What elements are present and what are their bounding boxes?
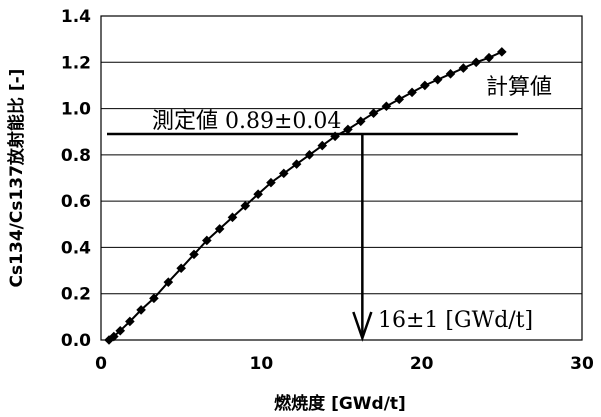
marker-0-16 — [291, 159, 302, 169]
marker-0-23 — [381, 101, 392, 112]
marker-0-3 — [125, 316, 135, 327]
marker-0-10 — [214, 224, 225, 234]
marker-0-21 — [355, 116, 366, 127]
marker-0-29 — [458, 63, 469, 73]
y-tick-label-5: 1.0 — [61, 100, 91, 120]
marker-0-11 — [227, 212, 238, 223]
x-tick-labels: 0 10 20 30 — [95, 354, 594, 374]
marker-0-4 — [136, 305, 146, 315]
marker-0-26 — [420, 80, 430, 91]
arrow-group — [352, 134, 373, 342]
measured-label: 測定値 0.89±0.04 — [152, 109, 341, 134]
marker-0-20 — [343, 124, 353, 135]
marker-0-5 — [149, 293, 159, 304]
x-axis-label: 燃焼度 [GWd/t] — [274, 393, 406, 414]
y-tick-label-3: 0.6 — [61, 192, 91, 212]
marker-0-8 — [189, 249, 199, 260]
y-tick-label-2: 0.4 — [61, 238, 91, 258]
marker-0-15 — [278, 168, 289, 179]
marker-0-27 — [432, 74, 443, 85]
y-tick-label-7: 1.4 — [61, 7, 91, 27]
y-tick-label-1: 0.2 — [61, 285, 91, 305]
arrow-head — [352, 311, 373, 342]
marker-0-7 — [176, 263, 186, 274]
marker-0-6 — [163, 277, 174, 287]
marker-0-1 — [109, 331, 119, 342]
series-label: 計算値 — [486, 75, 552, 100]
series-line-0 — [108, 50, 503, 341]
x-tick-label-0: 0 — [95, 354, 107, 374]
marker-0-28 — [445, 69, 456, 79]
arrow-label: 16±1 [GWd/t] — [378, 308, 533, 333]
marker-0-18 — [317, 140, 328, 151]
marker-0-31 — [484, 52, 494, 63]
marker-0-14 — [266, 177, 276, 188]
marker-0-12 — [240, 200, 251, 211]
x-tick-label-3: 30 — [570, 354, 594, 374]
y-tick-label-6: 1.2 — [61, 53, 91, 73]
plot-frame — [100, 15, 583, 341]
marker-0-2 — [115, 325, 126, 336]
marker-0-24 — [394, 94, 405, 105]
y-axis-label: Cs134/Cs137放射能比 [-] — [6, 69, 27, 288]
marker-0-13 — [253, 189, 263, 199]
marker-0-32 — [497, 47, 507, 57]
marker-0-9 — [202, 235, 212, 246]
marker-0-30 — [471, 57, 481, 68]
x-tick-label-1: 10 — [249, 354, 273, 374]
grid — [101, 15, 582, 341]
x-tick-label-2: 20 — [410, 354, 434, 374]
plot-border — [100, 15, 583, 341]
data-series — [104, 47, 507, 345]
marker-0-17 — [304, 150, 315, 160]
y-tick-labels: 0.0 0.2 0.4 0.6 0.8 1.0 1.2 1.4 — [61, 7, 91, 351]
y-tick-label-4: 0.8 — [61, 146, 91, 166]
marker-0-25 — [407, 87, 417, 98]
y-tick-label-0: 0.0 — [61, 331, 91, 351]
marker-0-22 — [368, 108, 379, 118]
